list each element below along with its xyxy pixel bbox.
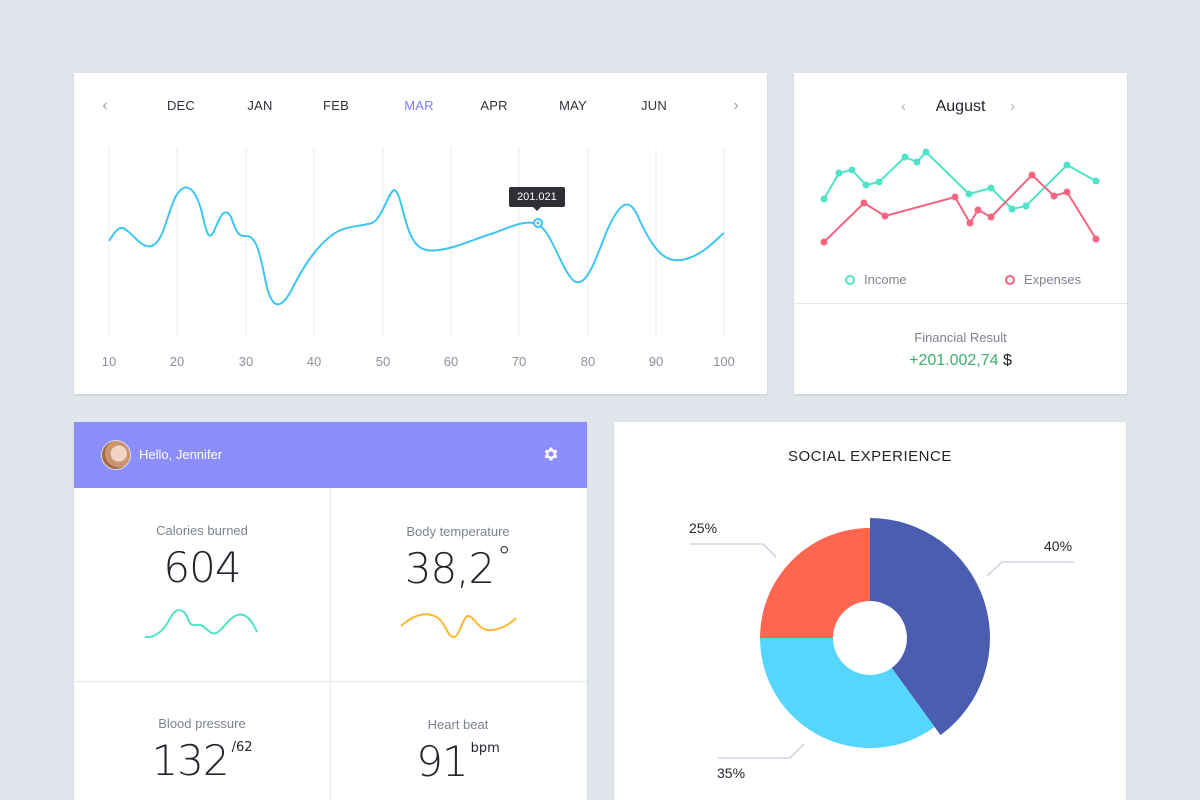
x-tick: 100	[713, 354, 735, 369]
month-tab[interactable]: MAY	[559, 98, 587, 113]
percent-label: 35%	[717, 765, 746, 781]
x-tick: 80	[580, 354, 596, 369]
value-tooltip: 201.021	[509, 187, 565, 211]
legend-income[interactable]: Income	[845, 272, 907, 287]
financial-result-label: Financial Result	[914, 330, 1007, 345]
card-title: SOCIAL EXPERIENCE	[788, 448, 952, 465]
circle-icon	[845, 274, 855, 285]
stat-value: 38,2 °	[404, 540, 512, 593]
label-leader-line	[986, 561, 1074, 577]
greeting: Hello, Jennifer	[139, 447, 223, 462]
stat-label: Body temperature	[406, 524, 510, 539]
chevron-left-icon[interactable]: ‹	[102, 97, 108, 114]
financial-result-value: +201.002,74 $	[794, 352, 1127, 370]
timeline-chart-card: ‹ › DEC JAN FEB MAR APR MAY JUN 201.021 …	[74, 73, 767, 394]
stat-label: Calories burned	[156, 523, 248, 538]
stat-calories: Calories burned 604	[74, 523, 330, 592]
donut-chart	[690, 518, 1074, 759]
percent-label: 25%	[689, 520, 718, 536]
x-tick: 90	[648, 354, 664, 369]
label-leader-line	[690, 543, 777, 558]
x-tick: 40	[306, 354, 322, 369]
stat-value: 132/62	[151, 736, 253, 785]
stat-blood-pressure: Blood pressure 132/62	[74, 716, 330, 785]
chevron-right-icon[interactable]: ›	[1010, 98, 1015, 115]
result-amount: +201.002,74	[909, 352, 999, 369]
label-leader-line	[718, 743, 805, 759]
month-tab[interactable]: JAN	[247, 98, 273, 113]
temperature-sparkline	[400, 613, 517, 638]
stat-label: Heart beat	[427, 717, 489, 732]
trend-line	[108, 186, 725, 306]
x-tick: 20	[169, 354, 185, 369]
legend-expenses[interactable]: Expenses	[1005, 272, 1081, 287]
month-tab-active[interactable]: MAR	[404, 98, 434, 113]
month-title: August	[935, 98, 986, 115]
stat-label: Blood pressure	[158, 716, 246, 731]
chevron-right-icon[interactable]: ›	[733, 97, 739, 114]
x-tick: 50	[375, 354, 391, 369]
chevron-left-icon[interactable]: ‹	[901, 98, 906, 115]
gear-icon[interactable]	[542, 445, 560, 463]
divider	[330, 488, 331, 800]
currency-symbol: $	[1002, 352, 1012, 369]
income-expenses-chart	[820, 148, 1100, 246]
x-tick: 70	[511, 354, 527, 369]
stat-heart-beat: Heart beat 91 bpm	[330, 717, 586, 786]
divider	[794, 303, 1127, 304]
avatar[interactable]	[101, 440, 131, 470]
segment-25	[760, 528, 870, 638]
line-chart-plot	[108, 148, 725, 337]
legend-label: Expenses	[1024, 272, 1082, 287]
segment-40	[870, 518, 990, 736]
divider	[74, 681, 587, 682]
month-selector: DEC JAN FEB MAR APR MAY JUN	[74, 98, 767, 118]
circle-icon	[1005, 274, 1015, 285]
x-tick: 60	[443, 354, 459, 369]
percent-label: 40%	[1044, 538, 1073, 554]
month-tab[interactable]: DEC	[166, 98, 196, 113]
month-tab[interactable]: APR	[480, 98, 508, 113]
legend-label: Income	[864, 272, 907, 287]
month-tab[interactable]: JUN	[641, 98, 667, 113]
stat-value: 604	[163, 543, 241, 592]
health-card: Hello, Jennifer Calories burned 604 Body…	[74, 422, 587, 800]
health-header: Hello, Jennifer	[74, 422, 587, 488]
x-tick: 30	[238, 354, 254, 369]
month-tab[interactable]: FEB	[323, 98, 349, 113]
social-experience-card: SOCIAL EXPERIENCE 25% 40% 35%	[614, 422, 1126, 800]
finance-card: ‹ August › Income Expenses Financial Res…	[794, 73, 1127, 394]
stat-body-temperature: Body temperature 38,2 °	[330, 524, 586, 593]
calories-sparkline	[144, 609, 258, 639]
x-tick: 10	[101, 354, 117, 369]
segment-35	[760, 638, 935, 749]
stat-value: 91 bpm	[416, 737, 500, 786]
